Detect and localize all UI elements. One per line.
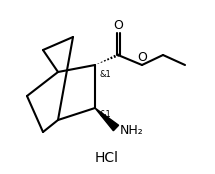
Text: &1: &1 bbox=[99, 110, 111, 119]
Text: HCl: HCl bbox=[95, 151, 119, 165]
Polygon shape bbox=[95, 108, 119, 131]
Text: O: O bbox=[113, 19, 123, 32]
Text: &1: &1 bbox=[99, 70, 111, 79]
Text: NH₂: NH₂ bbox=[120, 125, 144, 137]
Text: O: O bbox=[137, 51, 147, 64]
